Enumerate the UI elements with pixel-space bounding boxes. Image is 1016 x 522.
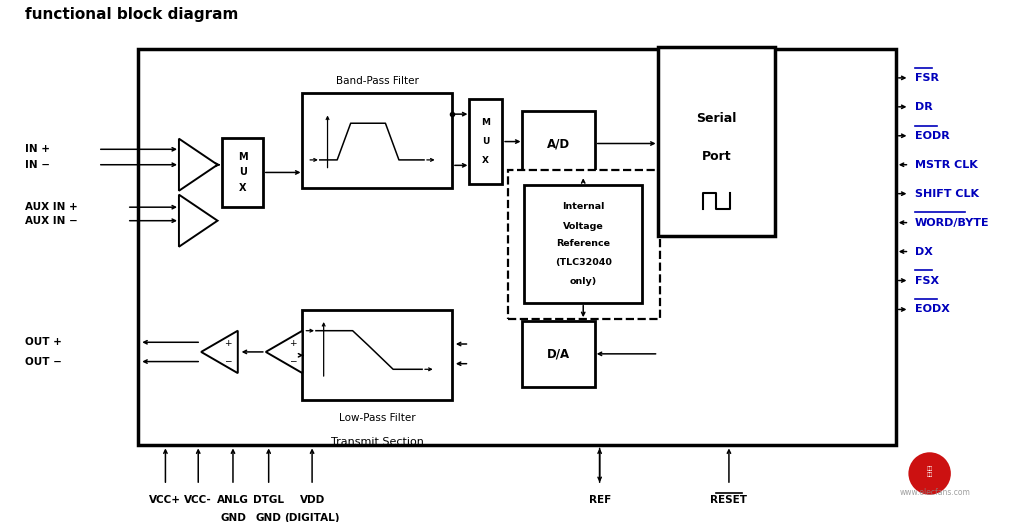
Text: GND: GND bbox=[256, 513, 281, 522]
Text: U: U bbox=[482, 137, 490, 146]
Text: DTGL: DTGL bbox=[253, 495, 284, 505]
Text: EODR: EODR bbox=[915, 131, 950, 141]
Text: VCC+: VCC+ bbox=[149, 495, 182, 505]
Text: EODX: EODX bbox=[915, 304, 950, 314]
Text: Serial: Serial bbox=[696, 112, 737, 125]
Polygon shape bbox=[201, 331, 238, 373]
Text: IN −: IN − bbox=[24, 160, 50, 170]
Bar bbox=[303, 311, 452, 400]
Text: VCC-: VCC- bbox=[184, 495, 212, 505]
Text: (TLC32040: (TLC32040 bbox=[555, 258, 612, 267]
Text: OUT −: OUT − bbox=[24, 357, 61, 366]
Polygon shape bbox=[266, 331, 303, 373]
Text: SHIFT CLK: SHIFT CLK bbox=[915, 188, 979, 199]
Text: Internal: Internal bbox=[562, 201, 605, 211]
Text: GND: GND bbox=[220, 513, 246, 522]
Text: Port: Port bbox=[702, 150, 732, 163]
Text: IN +: IN + bbox=[24, 144, 50, 155]
Text: Voltage: Voltage bbox=[563, 222, 604, 231]
Text: DX: DX bbox=[915, 246, 933, 257]
Bar bbox=[522, 321, 594, 387]
Bar bbox=[524, 185, 642, 303]
Text: Transmit Section: Transmit Section bbox=[331, 437, 424, 447]
Text: M: M bbox=[238, 152, 248, 162]
Text: functional block diagram: functional block diagram bbox=[24, 7, 238, 22]
Text: FSR: FSR bbox=[915, 73, 939, 83]
Text: RESET: RESET bbox=[710, 495, 748, 505]
Text: ANLG: ANLG bbox=[217, 495, 249, 505]
Polygon shape bbox=[179, 139, 217, 191]
Circle shape bbox=[908, 452, 951, 495]
Text: Low-Pass Filter: Low-Pass Filter bbox=[339, 413, 416, 423]
Bar bbox=[138, 49, 896, 445]
Text: −: − bbox=[225, 356, 232, 365]
Text: −: − bbox=[289, 356, 297, 365]
Text: FSX: FSX bbox=[915, 276, 939, 286]
Text: DR: DR bbox=[915, 102, 933, 112]
Text: X: X bbox=[483, 156, 490, 165]
Text: M: M bbox=[482, 118, 491, 127]
Text: A/D: A/D bbox=[547, 137, 570, 150]
Text: (DIGITAL): (DIGITAL) bbox=[284, 513, 339, 522]
Bar bbox=[522, 111, 594, 176]
Bar bbox=[303, 93, 452, 188]
Bar bbox=[657, 47, 775, 236]
Text: MSTR CLK: MSTR CLK bbox=[915, 160, 978, 170]
Text: AUX IN −: AUX IN − bbox=[24, 216, 77, 226]
Text: Reference: Reference bbox=[556, 240, 611, 248]
Text: VDD: VDD bbox=[300, 495, 325, 505]
Text: 电子
发烧: 电子 发烧 bbox=[927, 466, 933, 477]
Bar bbox=[508, 170, 660, 319]
Text: only): only) bbox=[570, 277, 596, 286]
Text: +: + bbox=[289, 339, 297, 348]
Text: D/A: D/A bbox=[547, 347, 570, 360]
Text: AUX IN +: AUX IN + bbox=[24, 202, 77, 212]
Text: Band-Pass Filter: Band-Pass Filter bbox=[335, 76, 419, 86]
Text: OUT +: OUT + bbox=[24, 337, 61, 347]
Text: +: + bbox=[225, 339, 232, 348]
Polygon shape bbox=[179, 195, 217, 247]
Bar bbox=[223, 138, 263, 207]
Text: U: U bbox=[239, 168, 247, 177]
Text: X: X bbox=[239, 183, 246, 193]
Bar bbox=[469, 99, 502, 184]
Text: REF: REF bbox=[588, 495, 611, 505]
Text: www.elecfans.com: www.elecfans.com bbox=[899, 488, 970, 496]
Text: WORD/BYTE: WORD/BYTE bbox=[915, 218, 990, 228]
